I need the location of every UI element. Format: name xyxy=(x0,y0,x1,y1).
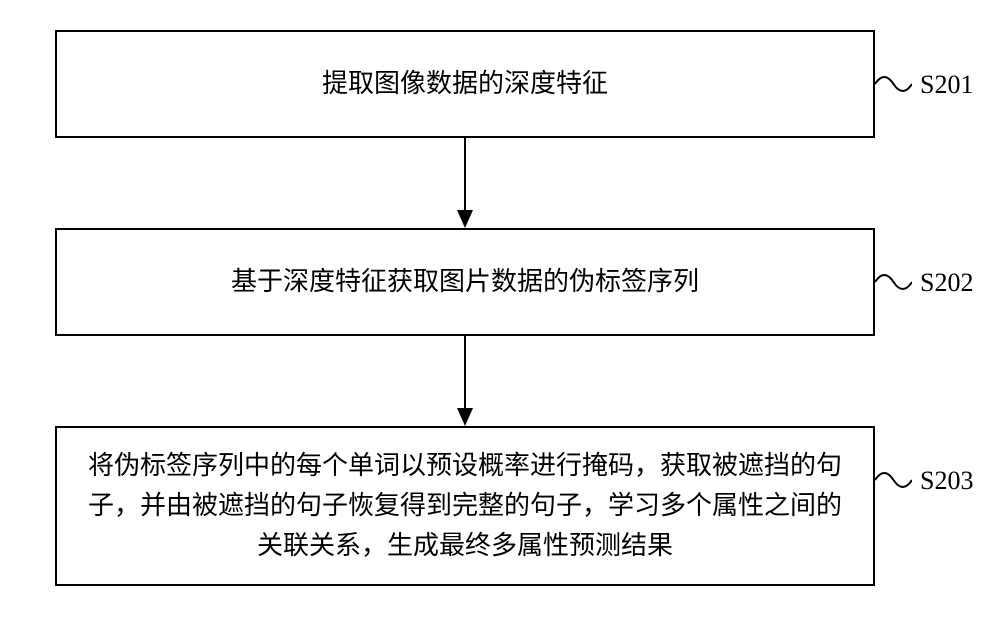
flow-node-s201: 提取图像数据的深度特征 xyxy=(55,30,875,138)
flow-node-s202: 基于深度特征获取图片数据的伪标签序列 xyxy=(55,228,875,336)
flow-node-text: 提取图像数据的深度特征 xyxy=(322,64,608,104)
step-label-s201: S201 xyxy=(920,70,973,100)
flow-node-text: 基于深度特征获取图片数据的伪标签序列 xyxy=(231,262,699,302)
flow-node-s203: 将伪标签序列中的每个单词以预设概率进行掩码，获取被遮挡的句子，并由被遮挡的句子恢… xyxy=(55,426,875,586)
flowchart-canvas: 提取图像数据的深度特征基于深度特征获取图片数据的伪标签序列将伪标签序列中的每个单… xyxy=(0,0,1000,619)
flow-node-text: 将伪标签序列中的每个单词以预设概率进行掩码，获取被遮挡的句子，并由被遮挡的句子恢… xyxy=(77,446,853,567)
arrow-shaft xyxy=(464,336,466,408)
connector-wave xyxy=(875,267,912,297)
connector-wave xyxy=(875,69,912,99)
arrow-head-icon xyxy=(457,210,473,228)
step-label-s202: S202 xyxy=(920,268,973,298)
connector-wave xyxy=(875,465,912,495)
arrow-head-icon xyxy=(457,408,473,426)
arrow-shaft xyxy=(464,138,466,210)
step-label-s203: S203 xyxy=(920,466,973,496)
